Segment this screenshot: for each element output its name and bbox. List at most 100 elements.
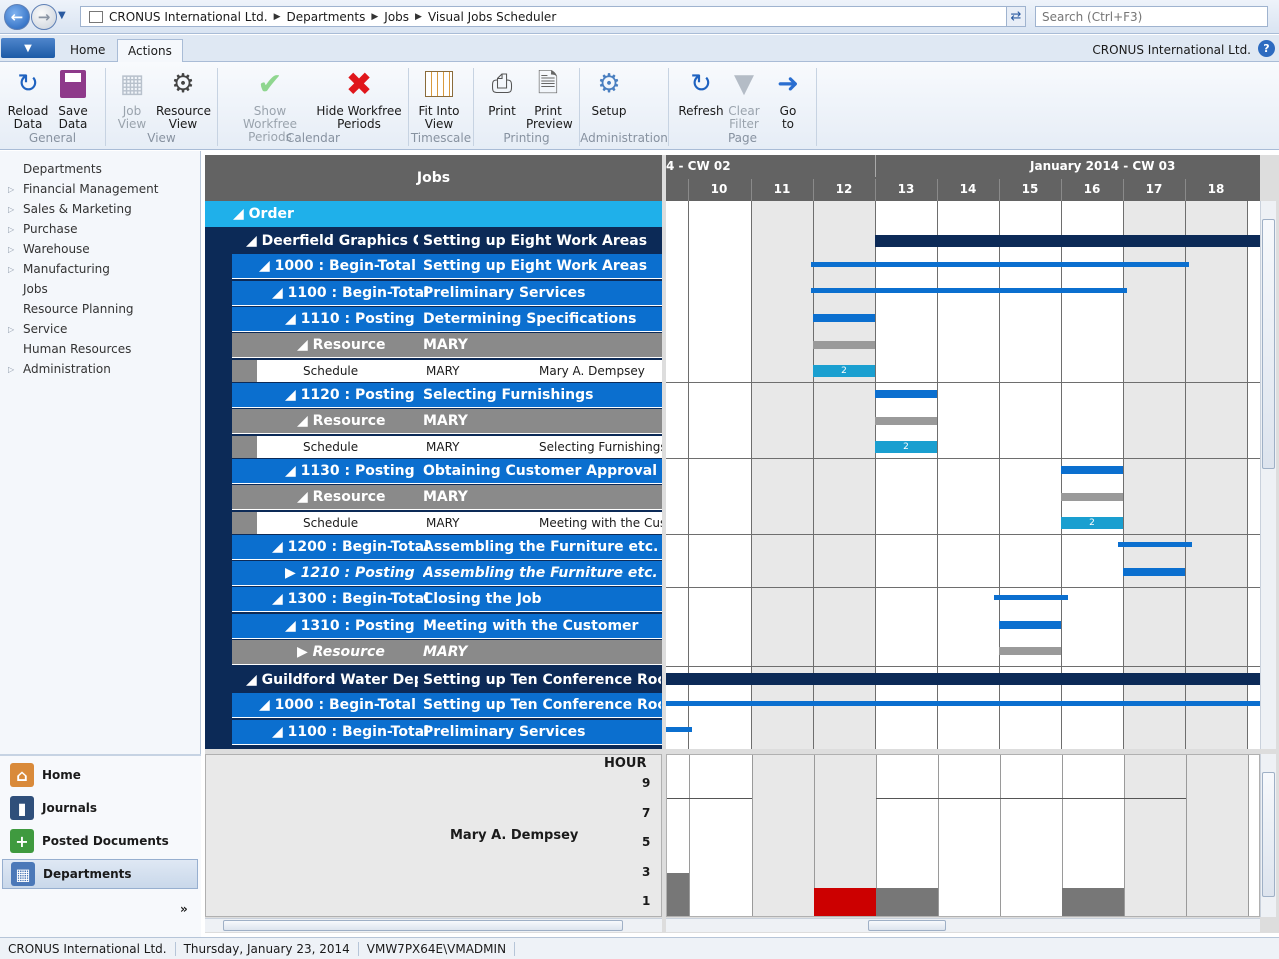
nav-item-jobs[interactable]: Jobs bbox=[8, 282, 48, 296]
gantt-vertical-scrollbar[interactable] bbox=[1260, 201, 1276, 749]
job-view-button[interactable]: ▦ Job View bbox=[112, 66, 152, 131]
breadcrumb-jobs[interactable]: Jobs bbox=[384, 9, 410, 24]
resource-load-chart[interactable] bbox=[666, 754, 1260, 917]
gantt-bar-resource[interactable] bbox=[1061, 493, 1123, 501]
tree-row-task[interactable]: ◢ 1100 : Begin-Total Preliminary Services bbox=[232, 720, 662, 745]
expand-icon[interactable]: ▷ bbox=[8, 224, 15, 234]
fit-into-view-button[interactable]: Fit Into View bbox=[414, 66, 464, 131]
setup-button[interactable]: ⚙ Setup bbox=[589, 66, 629, 118]
expand-icon[interactable]: ▷ bbox=[8, 204, 15, 214]
hide-workfree-periods-button[interactable]: ✖ Hide Workfree Periods bbox=[316, 66, 402, 131]
tree-row-task[interactable]: ◢ 1100 : Begin-Total Preliminary Services bbox=[232, 281, 662, 306]
gantt-schedule[interactable]: 2 bbox=[813, 365, 875, 377]
gantt-bar-total[interactable] bbox=[994, 595, 1068, 600]
app-menu-button[interactable]: ▼ bbox=[1, 38, 55, 58]
tree-row-job[interactable]: ◢ Deerfield Graphics Com Setting up Eight… bbox=[205, 228, 662, 253]
nav-item-service[interactable]: ▷ Service bbox=[8, 322, 67, 336]
forward-button[interactable]: → bbox=[31, 4, 57, 30]
tree-row-task[interactable]: ◢ 1300 : Begin-Total Closing the Job bbox=[232, 587, 662, 612]
gantt-bar-total[interactable] bbox=[811, 288, 1127, 293]
load-bar-overload[interactable] bbox=[814, 888, 876, 916]
tree-row-task[interactable]: ◢ 1000 : Begin-Total Setting up Ten Confe… bbox=[232, 693, 662, 718]
tree-row-task[interactable]: ◢ 1200 : Begin-Total Assembling the Furni… bbox=[232, 535, 662, 560]
save-data-button[interactable]: Save Data bbox=[54, 66, 92, 131]
tree-row-task[interactable]: ◢ 1130 : Posting Obtaining Customer Appro… bbox=[232, 459, 662, 484]
go-to-button[interactable]: ➜ Go to bbox=[770, 66, 806, 131]
gantt-bar-resource[interactable] bbox=[999, 647, 1061, 655]
expand-icon[interactable]: ▷ bbox=[8, 184, 15, 194]
gantt-chart[interactable]: 2 2 2 bbox=[666, 201, 1260, 749]
scrollbar-thumb[interactable] bbox=[1262, 772, 1275, 897]
nav-item-manufacturing[interactable]: ▷ Manufacturing bbox=[8, 262, 110, 276]
timescale-header[interactable]: 4 - CW 02 January 2014 - CW 03 10 11 12 13 1… bbox=[666, 155, 1260, 201]
tree-row-resource[interactable]: ◢ Resource MARY bbox=[232, 409, 662, 434]
nav-departments-button[interactable]: ▦ Departments bbox=[2, 859, 198, 889]
reload-data-button[interactable]: ↻ Reload Data bbox=[6, 66, 50, 131]
nav-item-resource-planning[interactable]: Resource Planning bbox=[8, 302, 134, 316]
breadcrumb-departments[interactable]: Departments bbox=[286, 9, 366, 24]
tree-row-schedule[interactable]: Schedule MARY Meeting with the Customer bbox=[232, 512, 662, 534]
nav-item-departments[interactable]: Departments bbox=[8, 162, 102, 176]
gantt-bar-posting[interactable] bbox=[813, 314, 875, 322]
resource-view-button[interactable]: ⚙ Resource View bbox=[156, 66, 211, 131]
jobs-horizontal-scrollbar[interactable] bbox=[205, 918, 662, 932]
gantt-bar-total[interactable] bbox=[811, 262, 1189, 267]
nav-item-purchase[interactable]: ▷ Purchase bbox=[8, 222, 78, 236]
timeline-horizontal-scrollbar[interactable] bbox=[666, 918, 1260, 932]
expand-icon[interactable]: ▷ bbox=[8, 264, 15, 274]
back-button[interactable]: ← bbox=[4, 4, 30, 30]
scrollbar-thumb[interactable] bbox=[223, 920, 623, 931]
tree-row-job[interactable]: ◢ Guildford Water Depart Setting up Ten C… bbox=[205, 667, 662, 692]
gantt-bar-total[interactable] bbox=[666, 701, 1260, 706]
gantt-bar-resource[interactable] bbox=[875, 417, 937, 425]
print-preview-button[interactable]: 🗎 Print Preview bbox=[526, 66, 573, 131]
history-dropdown-icon[interactable]: ▼ bbox=[58, 10, 66, 21]
nav-posted-documents-button[interactable]: + Posted Documents bbox=[2, 826, 198, 856]
tab-home[interactable]: Home bbox=[70, 43, 106, 57]
expand-icon[interactable]: ▷ bbox=[8, 324, 15, 334]
show-workfree-periods-button[interactable]: ✔ Show Workfree Periods bbox=[226, 66, 314, 144]
refresh-icon[interactable]: ⇄ bbox=[1006, 6, 1026, 27]
load-bar[interactable] bbox=[876, 888, 938, 916]
tree-row-task[interactable]: ◢ 1310 : Posting Meeting with the Custome… bbox=[232, 614, 662, 639]
tree-row-task[interactable]: ◢ 1000 : Begin-Total Setting up Eight Wor… bbox=[232, 254, 662, 279]
gantt-bar-resource[interactable] bbox=[813, 341, 875, 349]
load-bar[interactable] bbox=[667, 873, 689, 916]
gantt-bar-job[interactable] bbox=[666, 673, 1260, 685]
load-vertical-scrollbar[interactable] bbox=[1260, 754, 1276, 917]
tree-row-schedule[interactable]: Schedule MARY Mary A. Dempsey bbox=[232, 360, 662, 382]
gantt-bar-total[interactable] bbox=[1118, 542, 1192, 547]
nav-item-administration[interactable]: ▷ Administration bbox=[8, 362, 111, 376]
gantt-bar-posting[interactable] bbox=[999, 621, 1061, 629]
print-button[interactable]: ⎙ Print bbox=[484, 66, 520, 118]
gantt-schedule[interactable]: 2 bbox=[1061, 517, 1123, 529]
nav-item-warehouse[interactable]: ▷ Warehouse bbox=[8, 242, 90, 256]
tree-row-task[interactable]: ◢ 1110 : Posting Determining Specificatio… bbox=[232, 307, 662, 332]
tree-row-task[interactable]: ◢ 1120 : Posting Selecting Furnishings bbox=[232, 383, 662, 408]
search-input[interactable] bbox=[1035, 6, 1268, 27]
scrollbar-thumb[interactable] bbox=[1262, 219, 1275, 469]
nav-item-sales-marketing[interactable]: ▷ Sales & Marketing bbox=[8, 202, 132, 216]
expand-icon[interactable]: ▷ bbox=[8, 244, 15, 254]
expand-icon[interactable]: ▷ bbox=[8, 364, 15, 374]
gantt-bar-posting[interactable] bbox=[875, 390, 937, 398]
help-icon[interactable]: ? bbox=[1258, 40, 1275, 57]
scrollbar-thumb[interactable] bbox=[868, 920, 946, 931]
nav-item-human-resources[interactable]: Human Resources bbox=[8, 342, 131, 356]
tree-row-resource[interactable]: ◢ Resource MARY bbox=[232, 333, 662, 358]
refresh-button[interactable]: ↻ Refresh bbox=[678, 66, 724, 118]
tree-row-order[interactable]: ◢ Order bbox=[205, 201, 662, 227]
tree-row-schedule[interactable]: Schedule MARY Selecting Furnishings bbox=[232, 436, 662, 458]
clear-filter-button[interactable]: ▼ Clear Filter bbox=[726, 66, 762, 131]
tab-actions[interactable]: Actions bbox=[117, 39, 183, 62]
tree-row-resource[interactable]: ◢ Resource MARY bbox=[232, 485, 662, 510]
nav-journals-button[interactable]: ▮ Journals bbox=[2, 793, 198, 823]
nav-home-button[interactable]: ⌂ Home bbox=[2, 760, 198, 790]
tree-row-resource[interactable]: ▶ Resource MARY bbox=[232, 640, 662, 665]
gantt-schedule[interactable]: 2 bbox=[875, 441, 937, 453]
gantt-bar-posting[interactable] bbox=[1061, 466, 1123, 474]
tree-row-task[interactable]: ▶ 1210 : Posting Assembling the Furniture… bbox=[232, 561, 662, 586]
load-bar[interactable] bbox=[1062, 888, 1124, 916]
gantt-bar-job[interactable] bbox=[875, 235, 1260, 247]
gantt-bar-posting[interactable] bbox=[1123, 568, 1185, 576]
